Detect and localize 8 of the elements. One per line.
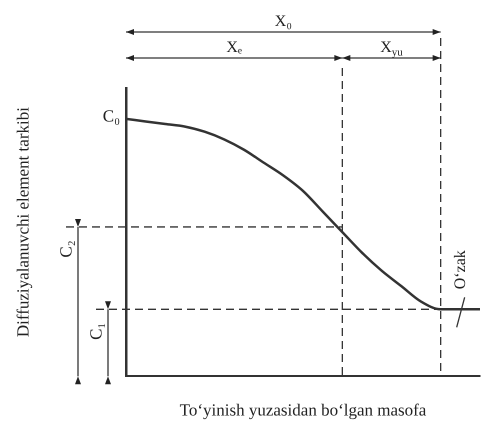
x-axis-title: To‘yinish yuzasidan bo‘lgan masofa [180,400,427,420]
text: Xₑ [226,39,242,56]
annotation: C₀ [102,106,120,126]
text: X₀ [274,13,292,30]
annotation: O‘zak [452,250,469,290]
ref-line-label: C₂ [56,240,76,258]
y-axis-title: Diffuziyalanuvchi element tarkibi [13,106,32,338]
ref-line-label: C₁ [86,322,106,340]
